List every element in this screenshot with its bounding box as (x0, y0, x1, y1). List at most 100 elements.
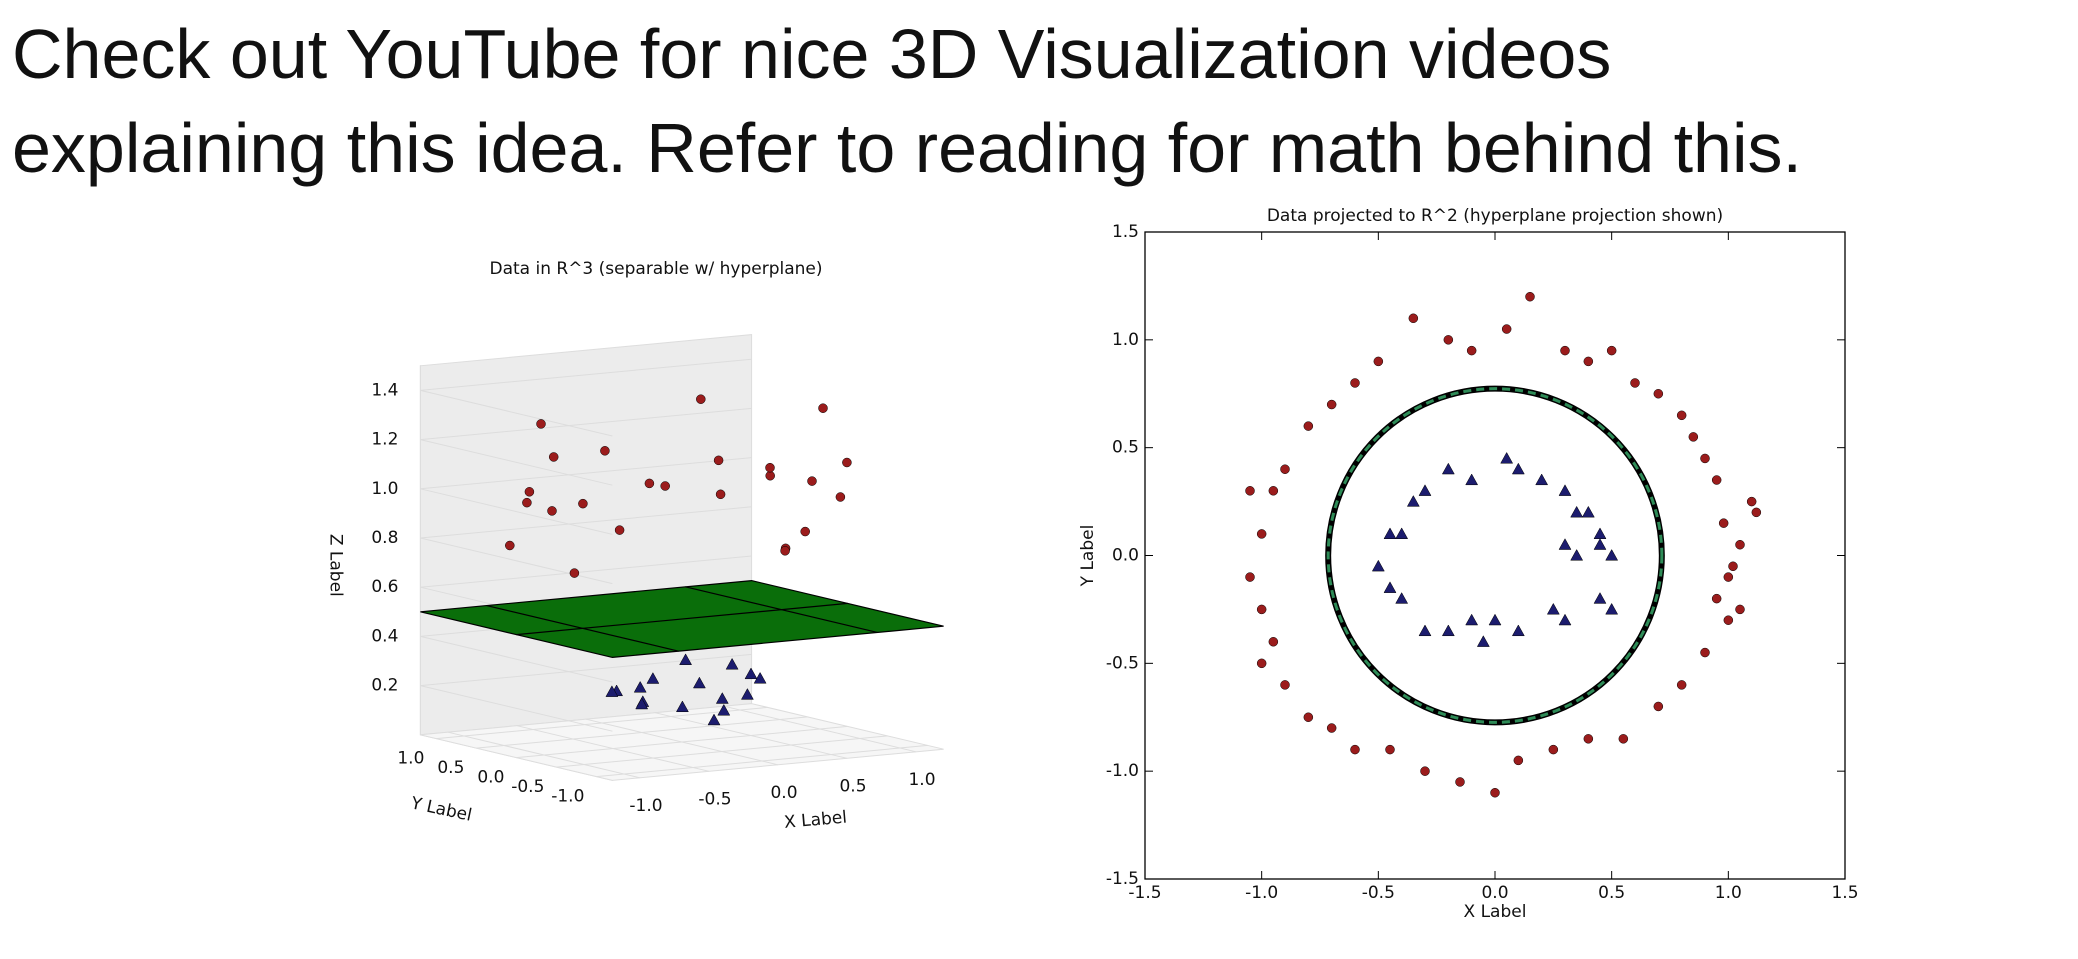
circle-point (818, 403, 828, 413)
grid-line (516, 725, 848, 759)
grid-line (420, 506, 752, 539)
grid-line (420, 653, 752, 687)
x-axis-label: X Label (1464, 902, 1527, 922)
triangle-point (1465, 613, 1479, 626)
circle-point (1280, 464, 1290, 474)
circle-point (835, 492, 846, 502)
circle-point (1700, 453, 1710, 464)
heading-line: explaining this idea. Refer to reading f… (12, 109, 1802, 187)
y-tick-label: -0.5 (1106, 653, 1139, 673)
circle-point (1728, 561, 1738, 572)
x-tick-label: -0.5 (698, 789, 731, 809)
triangle-point (1558, 484, 1572, 496)
circle-point (1513, 755, 1524, 766)
circle-point (524, 487, 535, 497)
grid-line (436, 706, 768, 740)
triangle-point (1441, 624, 1455, 637)
circle-point (1303, 421, 1314, 431)
circle-point (569, 568, 580, 578)
plane-edge (516, 602, 848, 636)
y-tick-label: 0.0 (1112, 546, 1139, 566)
circle-point (1583, 356, 1594, 367)
circle-point (1618, 734, 1629, 744)
grid-line (556, 735, 888, 768)
circle-point (600, 446, 610, 456)
circle-point (1700, 647, 1710, 658)
circle-point (1751, 507, 1762, 518)
circle-point (1408, 313, 1419, 324)
circle-point (644, 478, 655, 489)
circle-point (1455, 777, 1465, 787)
grid-line (420, 358, 752, 391)
x-tick-label: 0.0 (1481, 883, 1508, 903)
triangle-point (1570, 548, 1584, 561)
circle-point (1466, 345, 1477, 356)
circle-point (1718, 518, 1729, 528)
triangle-point (1383, 581, 1397, 593)
triangle-point (1500, 451, 1514, 464)
y-tick-label: 0.5 (1112, 438, 1139, 458)
x-tick-label: 0.0 (770, 783, 797, 803)
triangle-point (1418, 484, 1432, 496)
circle-point (1606, 345, 1617, 356)
y-axis-label: Y Label (1078, 525, 1098, 588)
y-tick-label: -1.0 (1106, 761, 1139, 781)
x-tick-label: 0.5 (839, 776, 866, 796)
triangle-point (1570, 505, 1584, 518)
y-tick-label: 1.0 (397, 749, 424, 769)
x-tick-label: -1.0 (1245, 883, 1278, 903)
circle-point (1711, 475, 1722, 485)
triangle-point (707, 713, 721, 726)
circle-point (1688, 432, 1699, 442)
circle-point (1350, 744, 1360, 755)
chart-title: Data projected to R^2 (hyperplane projec… (1267, 206, 1723, 226)
triangle-point (1395, 592, 1409, 604)
hyperplane-projection (1326, 387, 1664, 724)
circle-point (1711, 593, 1722, 604)
circle-point (715, 489, 726, 500)
circle-point (1303, 712, 1314, 722)
circle-point (614, 525, 625, 535)
circle-point (696, 394, 706, 404)
circle-point (1268, 637, 1279, 647)
x-tick-label: 0.5 (1598, 883, 1625, 903)
circle-point (1280, 680, 1290, 690)
triangle-point (692, 676, 706, 689)
circle-point (1583, 734, 1594, 744)
circle-point (765, 462, 775, 473)
triangle-point (1605, 548, 1619, 561)
x-tick-label: 1.0 (1715, 883, 1742, 903)
circle-point (1676, 410, 1687, 421)
triangle-point (1441, 462, 1455, 475)
x-tick-label: -1.0 (629, 796, 662, 816)
circle-point (1653, 389, 1664, 399)
x-tick-label: -1.5 (1128, 883, 1161, 903)
circle-point (1746, 496, 1757, 507)
z-tick-label: 0.6 (371, 577, 398, 597)
circle-point (807, 476, 817, 486)
grid-line (420, 555, 752, 588)
triangle-point (1511, 624, 1525, 637)
circle-point (522, 497, 532, 508)
circle-point (1560, 345, 1570, 356)
circle-point (578, 498, 588, 509)
circle-point (1723, 615, 1734, 625)
x-tick-label: 1.5 (1831, 883, 1858, 903)
circle-point (1490, 787, 1500, 798)
triangle-point (1546, 602, 1560, 615)
circle-point (1630, 378, 1640, 388)
circle-point (765, 471, 775, 481)
y-tick-label: 0.0 (477, 768, 504, 788)
triangle-point (1593, 592, 1607, 604)
circle-point (1735, 604, 1745, 615)
triangle-point (646, 672, 660, 684)
triangle-point (717, 703, 731, 716)
grid-line (420, 685, 613, 732)
triangle-point (633, 680, 647, 693)
grid-line (420, 537, 613, 585)
circle-point (1501, 324, 1512, 334)
y-tick-label: -0.5 (511, 777, 544, 797)
z-tick-label: 0.2 (371, 676, 398, 696)
circle-point (505, 540, 515, 551)
